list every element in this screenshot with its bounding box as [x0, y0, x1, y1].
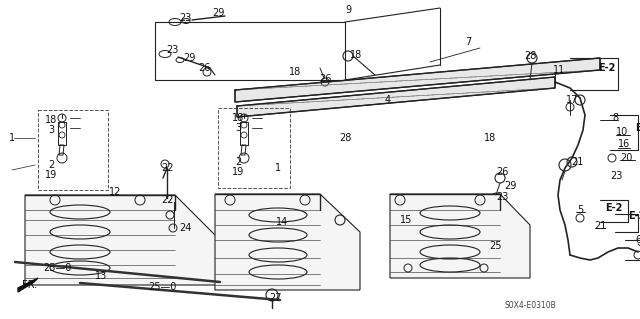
Text: 5: 5: [577, 205, 583, 215]
Text: 15: 15: [400, 215, 412, 225]
Text: 25—0: 25—0: [148, 282, 176, 292]
Text: 9: 9: [345, 5, 351, 15]
Text: 23: 23: [179, 13, 191, 23]
Text: E-2: E-2: [598, 63, 616, 73]
Text: 25: 25: [490, 241, 502, 251]
Text: FR.: FR.: [22, 280, 38, 290]
Text: 14: 14: [276, 217, 288, 227]
Text: 18: 18: [232, 113, 244, 123]
Text: 24: 24: [179, 223, 191, 233]
Text: 21: 21: [594, 221, 606, 231]
Text: 2: 2: [48, 160, 54, 170]
Text: 26: 26: [198, 63, 210, 73]
Text: 17: 17: [566, 95, 578, 105]
Text: 12: 12: [109, 187, 121, 197]
Text: 18: 18: [350, 50, 362, 60]
Text: 3: 3: [48, 125, 54, 135]
Text: 8: 8: [612, 113, 618, 123]
Text: 4: 4: [385, 95, 391, 105]
Text: 26: 26: [319, 74, 331, 84]
Polygon shape: [215, 194, 360, 290]
Text: 28: 28: [339, 133, 351, 143]
Text: 29: 29: [504, 181, 516, 191]
Text: 7: 7: [465, 37, 471, 47]
Text: 23: 23: [166, 45, 178, 55]
Text: 18: 18: [289, 67, 301, 77]
Text: 27: 27: [269, 293, 282, 303]
Text: 29: 29: [183, 53, 195, 63]
Text: 25—0: 25—0: [43, 263, 71, 273]
Text: 20: 20: [620, 153, 632, 163]
Polygon shape: [18, 278, 38, 292]
Text: 1: 1: [275, 163, 281, 173]
Text: S0X4-E0310B: S0X4-E0310B: [504, 300, 556, 309]
Text: 18: 18: [45, 115, 57, 125]
Text: 29: 29: [212, 8, 224, 18]
Text: 22: 22: [162, 163, 174, 173]
Text: 13: 13: [95, 271, 107, 281]
Polygon shape: [237, 77, 555, 117]
Text: 22: 22: [162, 195, 174, 205]
Polygon shape: [235, 58, 600, 102]
Text: 16: 16: [618, 139, 630, 149]
Text: B-4: B-4: [635, 123, 640, 133]
Text: E-2: E-2: [605, 203, 623, 213]
Text: E-2: E-2: [628, 211, 640, 221]
Text: 3: 3: [235, 123, 241, 133]
Polygon shape: [25, 195, 220, 285]
Text: 23: 23: [496, 192, 508, 202]
Text: 26: 26: [496, 167, 508, 177]
Text: 18: 18: [484, 133, 496, 143]
Text: 11: 11: [553, 65, 565, 75]
Text: 28: 28: [524, 51, 536, 61]
Text: 2: 2: [235, 157, 241, 167]
Polygon shape: [390, 194, 530, 278]
Text: 6: 6: [635, 235, 640, 245]
Text: 23: 23: [610, 171, 622, 181]
Text: 10: 10: [616, 127, 628, 137]
Text: 1: 1: [9, 133, 15, 143]
Text: 19: 19: [45, 170, 57, 180]
Text: 21: 21: [571, 157, 583, 167]
Text: 19: 19: [232, 167, 244, 177]
